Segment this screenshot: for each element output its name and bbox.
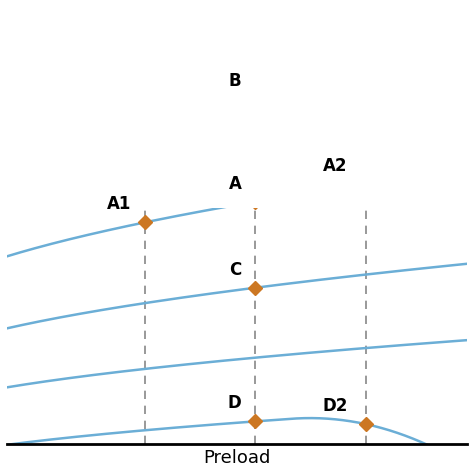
Text: A1: A1 bbox=[107, 195, 131, 213]
Text: B: B bbox=[229, 72, 242, 90]
Text: A: A bbox=[229, 174, 242, 192]
X-axis label: Preload: Preload bbox=[203, 449, 271, 467]
Text: D: D bbox=[228, 394, 242, 412]
Text: A2: A2 bbox=[323, 157, 347, 175]
Text: C: C bbox=[229, 261, 242, 279]
Text: D2: D2 bbox=[322, 397, 347, 415]
